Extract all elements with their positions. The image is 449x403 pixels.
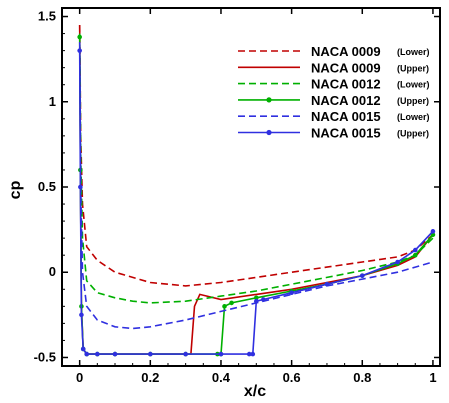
series-point-5	[95, 351, 100, 357]
legend-label-4: NACA 0015	[311, 109, 381, 124]
series-point-3	[222, 304, 227, 309]
series-point-5	[218, 351, 224, 357]
series-point-5	[412, 247, 418, 253]
legend-side-4: (Lower)	[397, 112, 430, 122]
y-tick-label: 0	[49, 264, 56, 279]
series-point-5	[261, 297, 266, 302]
legend-side-1: (Upper)	[397, 63, 429, 73]
legend-label-1: NACA 0009	[311, 60, 381, 75]
legend-side-0: (Lower)	[397, 47, 430, 57]
series-line-2	[78, 33, 434, 304]
legend-label-5: NACA 0015	[311, 126, 381, 141]
y-tick-label: 0.5	[38, 179, 56, 194]
y-tick-label: 1	[49, 94, 56, 109]
y-tick-label: -0.5	[34, 349, 56, 364]
legend-label-0: NACA 0009	[311, 44, 381, 59]
x-tick-label: 0.8	[353, 370, 371, 385]
series-point-5	[80, 346, 86, 352]
series-point-5	[77, 48, 82, 53]
series-point-5	[246, 351, 252, 357]
series-point-5	[324, 281, 330, 287]
x-tick-label: 1	[429, 370, 436, 385]
series-point-5	[148, 351, 153, 357]
series-point-5	[253, 298, 259, 304]
series-point-5	[183, 351, 188, 357]
series-point-5	[79, 312, 84, 318]
legend-side-5: (Upper)	[397, 129, 429, 139]
legend: NACA 0009 (Lower) NACA 0009 (Upper) NACA 001…	[238, 44, 430, 141]
series-point-3	[229, 300, 234, 306]
series-layer	[77, 24, 436, 357]
legend-marker-3	[266, 97, 272, 103]
x-tick-label: 0.4	[212, 370, 231, 385]
series-point-5	[430, 229, 436, 234]
y-axis-label: cp	[7, 180, 24, 199]
axis-ticks: 0 0.2 0.4 0.6 0.8 1 -0.5 0 0.5 1 1.5	[34, 8, 440, 385]
x-tick-label: 0.2	[141, 370, 159, 385]
series-point-3	[253, 295, 259, 301]
series-line-4	[78, 42, 434, 330]
x-tick-label: 0	[76, 370, 83, 385]
series-point-5	[250, 351, 256, 357]
series-line-0	[78, 24, 434, 287]
legend-marker-5	[266, 129, 272, 136]
legend-label-2: NACA 0012	[311, 77, 381, 92]
series-point-5	[78, 184, 83, 190]
series-point-3	[412, 252, 418, 258]
series-point-5	[289, 290, 294, 295]
series-point-5	[112, 351, 118, 357]
x-axis-label: x/c	[244, 383, 266, 400]
series-point-5	[359, 273, 365, 278]
series-point-5	[395, 259, 400, 265]
x-tick-label: 0.6	[283, 370, 301, 385]
legend-label-3: NACA 0012	[311, 93, 381, 108]
y-tick-label: 1.5	[38, 9, 56, 24]
legend-side-2: (Lower)	[397, 80, 430, 90]
series-point-5	[84, 351, 90, 357]
plot-frame	[61, 7, 441, 367]
legend-side-3: (Upper)	[397, 96, 429, 106]
series-point-3	[77, 34, 82, 40]
